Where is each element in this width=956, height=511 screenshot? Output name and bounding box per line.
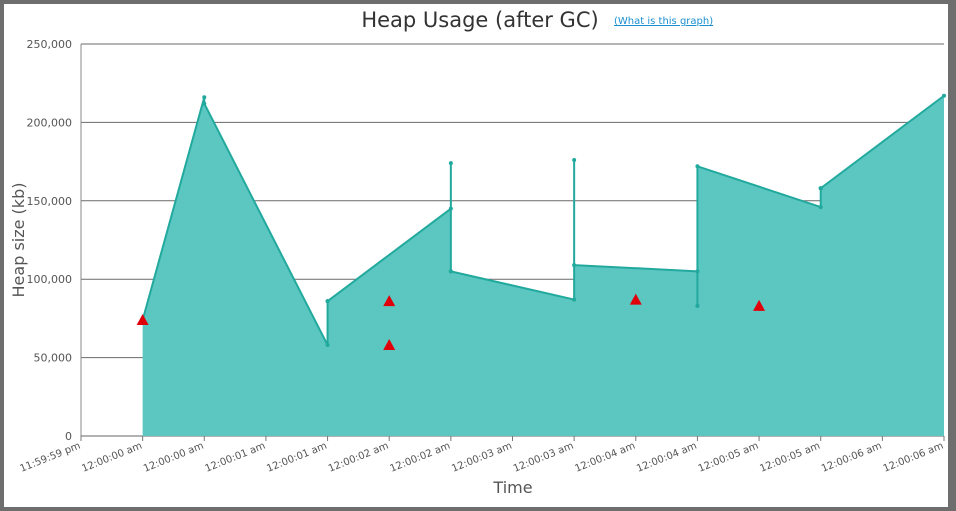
- x-tick-label: 12:00:03 am: [512, 441, 575, 475]
- gc-markers: [136, 293, 766, 351]
- x-tick-label: 12:00:02 am: [327, 441, 390, 475]
- data-point: [448, 206, 453, 211]
- data-point: [325, 299, 330, 304]
- x-tick-label: 12:00:06 am: [820, 441, 883, 475]
- series-area: [141, 94, 945, 436]
- data-point: [448, 161, 453, 166]
- data-point: [942, 93, 946, 98]
- what-is-this-graph-link[interactable]: (What is this graph): [614, 16, 713, 27]
- data-point: [818, 205, 823, 210]
- x-tick-label: 12:00:05 am: [758, 441, 821, 475]
- x-tick-label: 12:00:01 am: [265, 441, 328, 475]
- x-tick-label: 11:59:59 pm: [18, 441, 82, 475]
- x-tick-label: 12:00:04 am: [573, 441, 636, 475]
- chart-title: Heap Usage (after GC): [361, 8, 598, 32]
- y-axis-ticks: 250,000 200,000 150,000 100,000 50,000 0: [27, 38, 73, 443]
- y-axis-label: Heap size (kb): [9, 183, 28, 298]
- data-point: [572, 158, 577, 163]
- x-axis-label: Time: [492, 478, 532, 497]
- data-point: [572, 297, 577, 302]
- data-point: [572, 263, 577, 268]
- x-tick-label: 12:00:01 am: [204, 441, 267, 475]
- area-fill: [142, 95, 945, 436]
- x-tick-label: 12:00:03 am: [450, 441, 513, 475]
- data-point: [448, 269, 453, 274]
- data-point: [695, 303, 700, 308]
- gc-marker-triangle: [629, 293, 642, 305]
- y-tick-label: 0: [65, 430, 72, 443]
- data-point: [695, 164, 700, 169]
- x-tick-label: 12:00:02 am: [389, 441, 452, 475]
- data-point: [695, 269, 700, 274]
- x-tick-label: 12:00:05 am: [697, 441, 760, 475]
- y-tick-label: 50,000: [34, 352, 73, 365]
- data-point: [325, 343, 330, 348]
- gc-marker-triangle: [383, 295, 396, 307]
- y-tick-label: 100,000: [27, 273, 73, 286]
- gc-marker-triangle: [383, 339, 396, 351]
- y-tick-label: 200,000: [27, 116, 73, 129]
- data-point: [818, 186, 823, 191]
- x-tick-label: 12:00:04 am: [635, 441, 698, 475]
- data-point: [202, 101, 207, 106]
- x-tick-label: 12:00:00 am: [142, 441, 205, 475]
- x-tick-label: 12:00:00 am: [80, 441, 143, 475]
- data-point: [202, 95, 207, 100]
- gc-marker-triangle: [136, 313, 149, 325]
- x-tick-label: 12:00:06 am: [882, 441, 945, 475]
- y-tick-label: 150,000: [27, 195, 73, 208]
- y-tick-label: 250,000: [27, 38, 73, 51]
- gc-marker-triangle: [753, 299, 766, 311]
